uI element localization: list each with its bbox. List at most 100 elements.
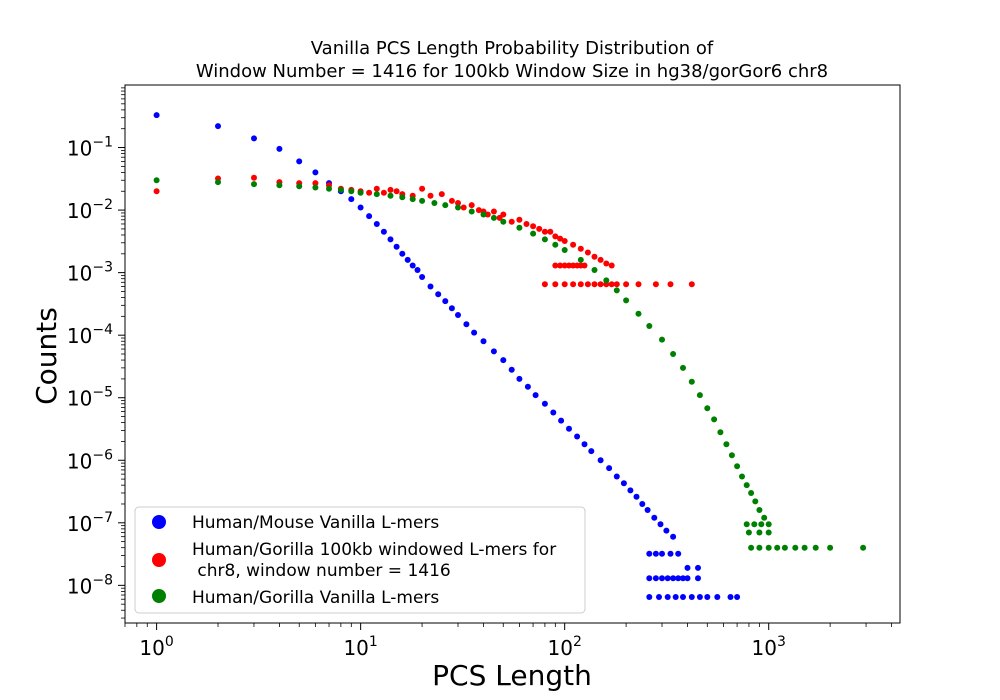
y-tick-label: 10−8: [67, 572, 113, 598]
data-point: [558, 417, 565, 424]
data-point: [670, 351, 677, 357]
data-point: [603, 260, 610, 267]
data-point: [688, 281, 695, 288]
series-group: [153, 112, 741, 600]
data-point: [664, 575, 671, 582]
data-point: [427, 192, 434, 199]
data-point: [635, 281, 642, 288]
data-point: [608, 262, 615, 269]
data-point: [774, 544, 781, 551]
data-point: [380, 228, 387, 235]
data-point: [627, 487, 634, 494]
data-point: [480, 211, 487, 218]
data-point: [399, 250, 406, 257]
data-point: [366, 213, 373, 220]
data-point: [536, 225, 543, 232]
data-point: [608, 281, 615, 288]
data-point: [393, 188, 400, 195]
data-point: [756, 507, 763, 513]
data-point: [490, 348, 497, 355]
data-point: [552, 233, 559, 240]
data-point: [672, 594, 679, 600]
data-point: [523, 221, 530, 227]
data-point: [215, 123, 221, 130]
data-point: [577, 256, 584, 263]
data-point: [153, 177, 160, 184]
data-point: [613, 281, 620, 288]
data-point: [387, 236, 394, 243]
data-point: [508, 218, 515, 225]
data-point: [276, 182, 283, 189]
data-point: [591, 281, 598, 288]
data-point: [597, 256, 604, 263]
data-point: [541, 400, 548, 407]
data-point: [613, 287, 620, 294]
data-point: [215, 179, 221, 186]
data-point: [827, 544, 834, 551]
data-point: [490, 208, 497, 215]
series-group: [153, 174, 695, 288]
y-tick-label: 10−1: [67, 135, 113, 161]
data-point: [623, 297, 630, 304]
data-point: [414, 267, 421, 273]
data-point: [296, 158, 303, 165]
data-point: [734, 594, 741, 600]
data-point: [387, 186, 394, 193]
data-point: [373, 221, 380, 227]
data-point: [659, 575, 665, 582]
data-point: [680, 575, 686, 582]
data-point: [675, 575, 682, 582]
data-point: [695, 564, 701, 571]
data-point: [468, 208, 475, 215]
data-point: [570, 281, 577, 288]
data-point: [455, 312, 461, 318]
data-point: [659, 550, 665, 557]
data-point: [393, 243, 400, 250]
legend-label-human-gorilla-windowed-line-1: Human/Gorilla 100kb windowed L-mers for: [192, 540, 556, 560]
data-point: [561, 247, 568, 253]
data-point: [756, 529, 763, 536]
x-tick-label: 103: [752, 634, 786, 660]
data-point: [752, 498, 759, 505]
data-point: [419, 274, 426, 280]
data-point: [675, 550, 682, 557]
data-point: [597, 281, 604, 288]
data-point: [409, 196, 416, 203]
data-point: [723, 441, 730, 448]
y-tick-label: 10−4: [67, 322, 113, 348]
data-point: [758, 521, 765, 528]
y-tick-label: 10−6: [67, 447, 113, 473]
data-point: [663, 527, 670, 534]
data-point: [251, 135, 257, 142]
data-point: [704, 594, 711, 600]
data-point: [516, 375, 523, 382]
data-point: [348, 188, 355, 195]
data-point: [312, 180, 319, 187]
data-point: [348, 196, 355, 203]
data-point: [597, 457, 604, 464]
data-point: [380, 189, 387, 196]
data-point: [438, 191, 445, 198]
legend-label-human-mouse: Human/Mouse Vanilla L-mers: [192, 513, 439, 533]
data-point: [635, 310, 642, 317]
data-point: [623, 281, 630, 288]
data-point: [500, 211, 507, 218]
data-point: [745, 529, 752, 536]
data-point: [557, 262, 564, 269]
data-point: [748, 544, 755, 551]
data-point: [680, 364, 686, 371]
legend-marker-human-gorilla-windowed: [152, 553, 166, 567]
data-point: [508, 366, 515, 373]
data-point: [657, 521, 664, 528]
data-point: [419, 185, 426, 192]
data-point: [591, 253, 598, 260]
legend-label-human-gorilla: Human/Gorilla Vanilla L-mers: [192, 588, 439, 608]
data-point: [460, 204, 467, 211]
data-point: [670, 533, 677, 540]
data-point: [484, 211, 491, 218]
data-point: [781, 544, 788, 551]
data-point: [765, 521, 772, 528]
data-point: [442, 202, 449, 209]
data-point: [387, 192, 394, 199]
